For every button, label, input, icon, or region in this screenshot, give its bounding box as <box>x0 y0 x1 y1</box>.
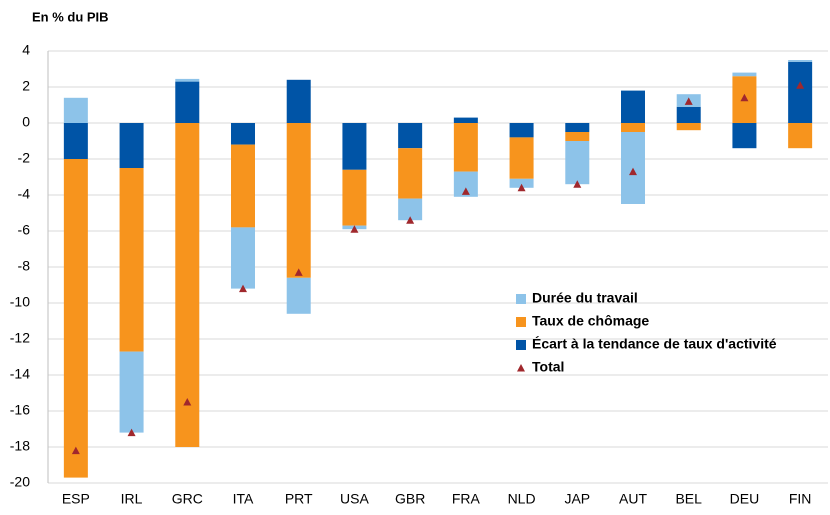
bar-segment <box>398 198 423 221</box>
x-tick-label: PRT <box>285 491 313 507</box>
y-tick-label: -10 <box>10 294 30 310</box>
bar-segment <box>565 141 590 185</box>
y-tick-label: -2 <box>18 150 31 166</box>
x-tick-label: GRC <box>172 491 203 507</box>
total-marker <box>461 187 470 195</box>
bar-segment <box>175 81 200 123</box>
bar-segment <box>231 123 255 145</box>
total-marker <box>127 428 136 437</box>
y-tick-label: -18 <box>10 438 30 454</box>
legend-swatch <box>516 340 526 350</box>
bar-segment <box>621 90 645 123</box>
bar-segment <box>453 123 478 172</box>
total-marker <box>350 225 359 233</box>
x-tick-label: NLD <box>508 491 536 507</box>
bar-segment <box>63 97 88 123</box>
x-tick-label: ITA <box>233 491 254 507</box>
y-tick-label: -12 <box>10 330 30 346</box>
y-tick-label: 4 <box>22 42 30 58</box>
x-tick-label: IRL <box>121 491 143 507</box>
total-marker <box>684 97 693 105</box>
bar-segment <box>63 159 88 478</box>
bar-segment <box>398 123 423 149</box>
bar-segment <box>788 123 813 149</box>
bar-segment <box>676 106 701 123</box>
total-marker <box>517 183 526 192</box>
y-tick-label: -20 <box>10 474 30 490</box>
total-marker <box>796 81 805 89</box>
bar-segment <box>509 137 534 179</box>
total-marker <box>629 167 637 176</box>
y-tick-label: -8 <box>18 258 31 274</box>
legend-label: Durée du travail <box>532 290 638 306</box>
x-tick-label: GBR <box>395 491 425 507</box>
bar-segment <box>119 351 144 433</box>
bar-segment <box>509 178 534 188</box>
bar-segment <box>231 144 255 228</box>
bar-segment <box>175 78 200 82</box>
x-tick-label: FRA <box>452 491 481 507</box>
bar-segment <box>453 117 478 123</box>
chart-title: En % du PIB <box>32 9 109 24</box>
bar-segment <box>286 277 311 314</box>
bar-segment <box>119 168 144 352</box>
legend-swatch <box>516 317 526 327</box>
x-tick-label: DEU <box>730 491 760 507</box>
y-tick-label: -16 <box>10 402 30 418</box>
total-marker <box>71 446 80 455</box>
legend-label: Écart à la tendance de taux d'activité <box>532 336 777 352</box>
legend-marker <box>517 364 525 372</box>
bar-segment <box>732 123 757 149</box>
bar-segment <box>676 123 701 131</box>
bar-segment <box>63 123 88 159</box>
legend-swatch <box>516 294 526 304</box>
bar-segment <box>565 132 590 141</box>
bar-segment <box>565 123 590 132</box>
bar-segment <box>286 123 311 278</box>
bar-segment <box>119 123 144 168</box>
bar-segment <box>732 72 757 77</box>
bar-segment <box>788 61 813 123</box>
total-marker <box>406 216 415 224</box>
bar-segment <box>342 123 367 170</box>
bar-segment <box>788 60 813 62</box>
bar-segment <box>342 169 367 226</box>
x-tick-label: AUT <box>619 491 647 507</box>
total-marker <box>294 268 303 276</box>
y-tick-label: -6 <box>18 222 31 238</box>
y-tick-label: -4 <box>18 186 31 202</box>
bar-segment <box>398 148 423 199</box>
x-tick-label: USA <box>340 491 369 507</box>
y-tick-label: -14 <box>10 366 30 382</box>
total-marker <box>183 398 192 406</box>
total-marker <box>740 93 749 102</box>
bar-segment <box>231 227 255 289</box>
total-marker <box>573 180 582 188</box>
legend-label: Total <box>532 359 564 375</box>
x-tick-label: FIN <box>789 491 812 507</box>
bar-segment <box>509 123 534 138</box>
bar-segment <box>286 79 311 123</box>
x-tick-label: ESP <box>62 491 90 507</box>
bar-segment <box>175 123 200 447</box>
y-tick-label: 2 <box>22 78 30 94</box>
total-marker <box>239 284 247 293</box>
legend-label: Taux de chômage <box>532 313 649 329</box>
x-tick-label: JAP <box>564 491 590 507</box>
x-tick-label: BEL <box>675 491 702 507</box>
y-tick-label: 0 <box>22 114 30 130</box>
bar-segment <box>621 123 645 132</box>
